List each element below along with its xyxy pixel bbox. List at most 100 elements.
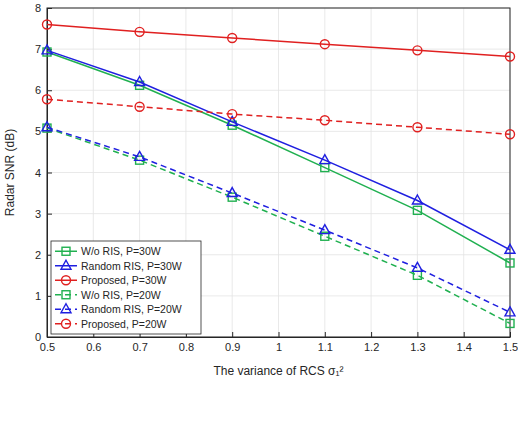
marker [412, 262, 422, 271]
marker [135, 151, 145, 160]
tick-label: 1.2 [364, 341, 379, 353]
series [43, 124, 514, 327]
marker [320, 155, 330, 164]
tick-label: 1 [276, 341, 282, 353]
plot: 0.50.60.70.80.911.11.21.31.41.5012345678… [35, 2, 518, 353]
tick: 1.1 [318, 332, 333, 353]
marker [42, 45, 52, 54]
legend: W/o RIS, P=30W Random RIS, P=30W Proposed,… [51, 241, 201, 334]
chart: 0.50.60.70.80.911.11.21.31.41.5012345678… [0, 0, 518, 424]
tick-mark [325, 332, 326, 337]
tick: 3 [35, 208, 52, 220]
legend-label: Random RIS, P=20W [81, 303, 182, 315]
grid-line-y [47, 131, 510, 132]
marker [228, 34, 237, 43]
plot-background [47, 8, 510, 337]
legend-marker [62, 291, 70, 299]
tick: 1.3 [410, 332, 425, 353]
tick-label: 0.9 [225, 341, 240, 353]
legend-label: Proposed, P=20W [81, 318, 167, 330]
tick-label: 6 [35, 84, 41, 96]
tick-mark [417, 332, 418, 337]
legend-entry: W/o RIS, P=20W [55, 289, 161, 301]
legend-entry: W/o RIS, P=30W [55, 245, 161, 257]
tick-label: 8 [35, 2, 41, 14]
tick: 0.7 [132, 332, 147, 353]
legend-label: Proposed, P=30W [81, 274, 167, 286]
tick-label: 5 [35, 125, 41, 137]
tick: 1 [35, 290, 52, 302]
marker [506, 130, 515, 139]
grid-line-y [47, 172, 510, 173]
tick: 1.4 [457, 332, 472, 353]
tick-label: 7 [35, 43, 41, 55]
series-line [47, 52, 510, 263]
legend-entry: Random RIS, P=20W [55, 303, 182, 315]
tick-mark [232, 332, 233, 337]
series-line [47, 24, 510, 56]
marker [506, 319, 514, 327]
marker [505, 244, 515, 253]
data-area [42, 20, 515, 327]
tick: 0.8 [179, 332, 194, 353]
tick-label: 0.6 [86, 341, 101, 353]
grid [47, 8, 510, 337]
series-line [47, 99, 510, 134]
legend-marker [61, 260, 71, 269]
tick-label: 1 [35, 290, 41, 302]
marker [321, 164, 329, 172]
tick-mark [47, 90, 52, 91]
tick-label: 1.4 [457, 341, 472, 353]
legend-line [55, 309, 77, 311]
tick-label: 1.1 [318, 341, 333, 353]
marker [135, 77, 145, 86]
y-axis-title: Radar SNR (dB) [3, 129, 17, 216]
tick: 2 [35, 249, 52, 261]
tick-mark [464, 332, 465, 337]
tick-label: 1.5 [503, 341, 518, 353]
legend-line [55, 323, 77, 325]
marker [413, 123, 422, 132]
marker [320, 40, 329, 49]
marker [505, 307, 515, 316]
marker [413, 46, 422, 55]
marker [506, 52, 515, 61]
series [42, 45, 515, 253]
marker [135, 27, 144, 36]
tick: 0.9 [225, 332, 240, 353]
tick-label: 0.5 [40, 341, 55, 353]
marker [320, 116, 329, 125]
marker [506, 259, 514, 267]
tick-mark [47, 214, 52, 215]
legend-line [55, 294, 77, 296]
marker [135, 102, 144, 111]
marker [43, 95, 52, 104]
marker [43, 20, 52, 29]
series-line [47, 128, 510, 323]
tick-mark [279, 332, 280, 337]
tick: 0.6 [86, 332, 101, 353]
series-line [47, 127, 510, 312]
x-axis-title: The variance of RCS σ₁² [213, 364, 343, 378]
grid-line-y [47, 90, 510, 91]
legend-label: Random RIS, P=30W [81, 260, 182, 272]
tick-label: 0.8 [179, 341, 194, 353]
marker [320, 225, 330, 234]
series [43, 48, 514, 267]
legend-label: W/o RIS, P=20W [81, 289, 161, 301]
legend-box [51, 241, 201, 334]
legend-label: W/o RIS, P=30W [81, 245, 161, 257]
tick-mark [47, 173, 52, 174]
tick-label: 4 [35, 167, 41, 179]
legend-entry: Proposed, P=20W [55, 318, 167, 330]
plot-frame [47, 8, 510, 337]
marker [412, 195, 422, 204]
marker [413, 271, 421, 279]
legend-entry: Proposed, P=30W [55, 274, 167, 286]
series [43, 20, 515, 61]
series [43, 95, 515, 139]
tick-label: 1.3 [410, 341, 425, 353]
marker [227, 188, 237, 197]
marker [42, 122, 52, 131]
legend-marker [62, 319, 71, 328]
